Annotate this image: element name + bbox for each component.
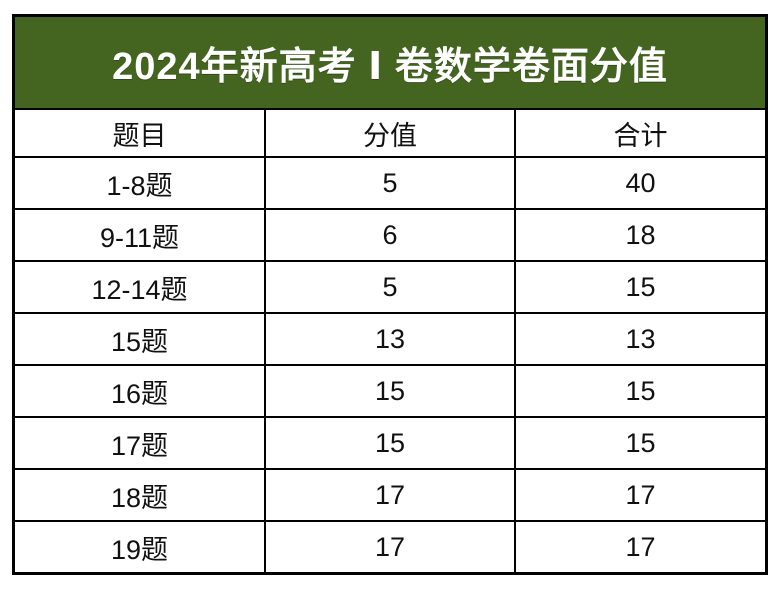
cell-question: 1-8题: [15, 156, 266, 210]
cell-total: 15: [514, 260, 765, 314]
cell-score: 5: [264, 156, 516, 210]
cell-question: 19题: [15, 520, 266, 572]
table-row: 19题 17 17: [15, 520, 765, 572]
cell-score: 6: [264, 208, 516, 262]
column-header-score: 分值: [264, 108, 516, 158]
table-title-banner: 2024年新高考 Ⅰ 卷数学卷面分值: [15, 17, 765, 108]
cell-question: 18题: [15, 468, 266, 522]
table-row: 18题 17 17: [15, 468, 765, 522]
header-row: 题目 分值 合计: [15, 108, 765, 158]
cell-question: 17题: [15, 416, 266, 470]
table-row: 16题 15 15: [15, 364, 765, 418]
cell-question: 12-14题: [15, 260, 266, 314]
score-table-head: 题目 分值 合计: [15, 108, 765, 158]
score-table: 题目 分值 合计 1-8题 5 40 9-11题 6 18 12-14题: [15, 108, 765, 572]
cell-score: 17: [264, 468, 516, 522]
table-row: 1-8题 5 40: [15, 156, 765, 210]
cell-question: 15题: [15, 312, 266, 366]
score-table-card: 2024年新高考 Ⅰ 卷数学卷面分值 题目 分值 合计 1-8题 5 40 9-…: [12, 14, 768, 575]
cell-score: 17: [264, 520, 516, 572]
cell-total: 40: [514, 156, 765, 210]
cell-score: 15: [264, 364, 516, 418]
table-row: 9-11题 6 18: [15, 208, 765, 262]
cell-score: 5: [264, 260, 516, 314]
table-title: 2024年新高考 Ⅰ 卷数学卷面分值: [112, 46, 668, 88]
cell-total: 15: [514, 416, 765, 470]
cell-question: 16题: [15, 364, 266, 418]
score-table-body: 1-8题 5 40 9-11题 6 18 12-14题 5 15 15题 13: [15, 156, 765, 572]
table-row: 15题 13 13: [15, 312, 765, 366]
table-row: 12-14题 5 15: [15, 260, 765, 314]
cell-total: 18: [514, 208, 765, 262]
column-header-question: 题目: [15, 108, 266, 158]
cell-total: 17: [514, 520, 765, 572]
cell-score: 15: [264, 416, 516, 470]
cell-total: 15: [514, 364, 765, 418]
cell-total: 17: [514, 468, 765, 522]
cell-score: 13: [264, 312, 516, 366]
cell-question: 9-11题: [15, 208, 266, 262]
column-header-total: 合计: [514, 108, 765, 158]
table-row: 17题 15 15: [15, 416, 765, 470]
cell-total: 13: [514, 312, 765, 366]
